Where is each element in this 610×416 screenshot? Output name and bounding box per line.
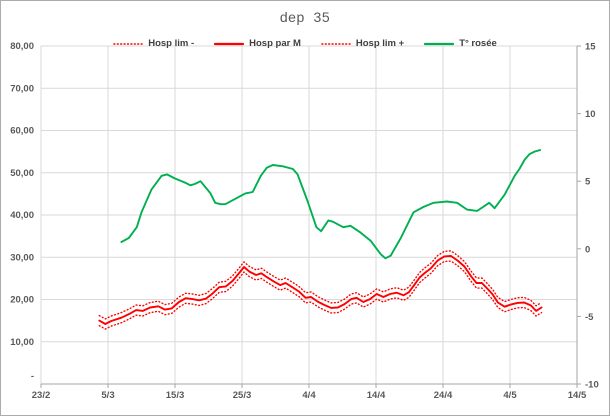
chart-title: dep 35 (279, 9, 331, 25)
y-left-axis-label: 40,00 (10, 210, 34, 221)
y-right-axis-label: 10 (585, 109, 596, 120)
legend-label: Hosp lim + (355, 38, 405, 49)
series-hosp-par-m[interactable] (98, 255, 543, 325)
x-axis-label: 14/4 (367, 390, 386, 401)
gridlines (40, 45, 578, 384)
legend-marker-solid (424, 42, 455, 45)
series-hosp-lim[interactable] (98, 260, 543, 330)
x-axis-label: 14/5 (568, 390, 587, 401)
series-t-rosee[interactable] (120, 149, 542, 260)
legend-item-hosp-lim[interactable]: Hosp lim - (113, 38, 194, 49)
legend-marker-dotted (113, 42, 144, 45)
x-axis-label: 25/3 (233, 390, 252, 401)
x-axis-label: 5/3 (101, 390, 114, 401)
x-axis-label: 23/2 (32, 390, 51, 401)
y-left-axis-label: 30,00 (10, 252, 34, 263)
legend-item-hosp-lim[interactable]: Hosp lim + (321, 38, 404, 49)
axis-labels: 23/2 5/3 15/3 25/3 4/4 14/4 24/4 4/5 14/5 80,00 70… (10, 41, 599, 401)
x-axis-label: 4/4 (302, 390, 316, 401)
y-left-axis-label: 80,00 (10, 41, 34, 52)
y-right-axis-label: -10 (585, 380, 599, 391)
legend: Hosp lim - Hosp par M Hosp lim + T° rosée (1, 38, 609, 49)
legend-label: T° rosée (459, 38, 497, 49)
legend-item-hosp-par-m[interactable]: Hosp par M (214, 38, 301, 49)
legend-label: Hosp par M (249, 38, 301, 49)
x-axis-label: 24/4 (434, 390, 453, 401)
x-axis-label: 15/3 (166, 390, 185, 401)
y-left-axis-label: 20,00 (10, 295, 34, 306)
axes (40, 45, 581, 388)
y-left-axis-label: - (31, 371, 34, 382)
legend-label: Hosp lim - (148, 38, 195, 49)
y-right-axis-label: 15 (585, 42, 596, 53)
y-left-axis-label: 70,00 (10, 83, 34, 94)
legend-item-t-rosee[interactable]: T° rosée (424, 38, 497, 49)
x-axis-label: 4/5 (503, 390, 517, 401)
y-right-axis-label: 5 (585, 177, 591, 188)
legend-marker-solid (214, 42, 245, 45)
y-right-axis-label: 0 (585, 244, 590, 255)
y-left-axis-label: 50,00 (10, 168, 34, 179)
y-left-axis-label: 60,00 (10, 126, 34, 137)
y-left-axis-label: 10,00 (10, 337, 34, 348)
series-hosp-lim[interactable] (98, 250, 543, 320)
legend-marker-dotted (321, 42, 351, 45)
y-right-axis-label: -5 (585, 312, 594, 323)
